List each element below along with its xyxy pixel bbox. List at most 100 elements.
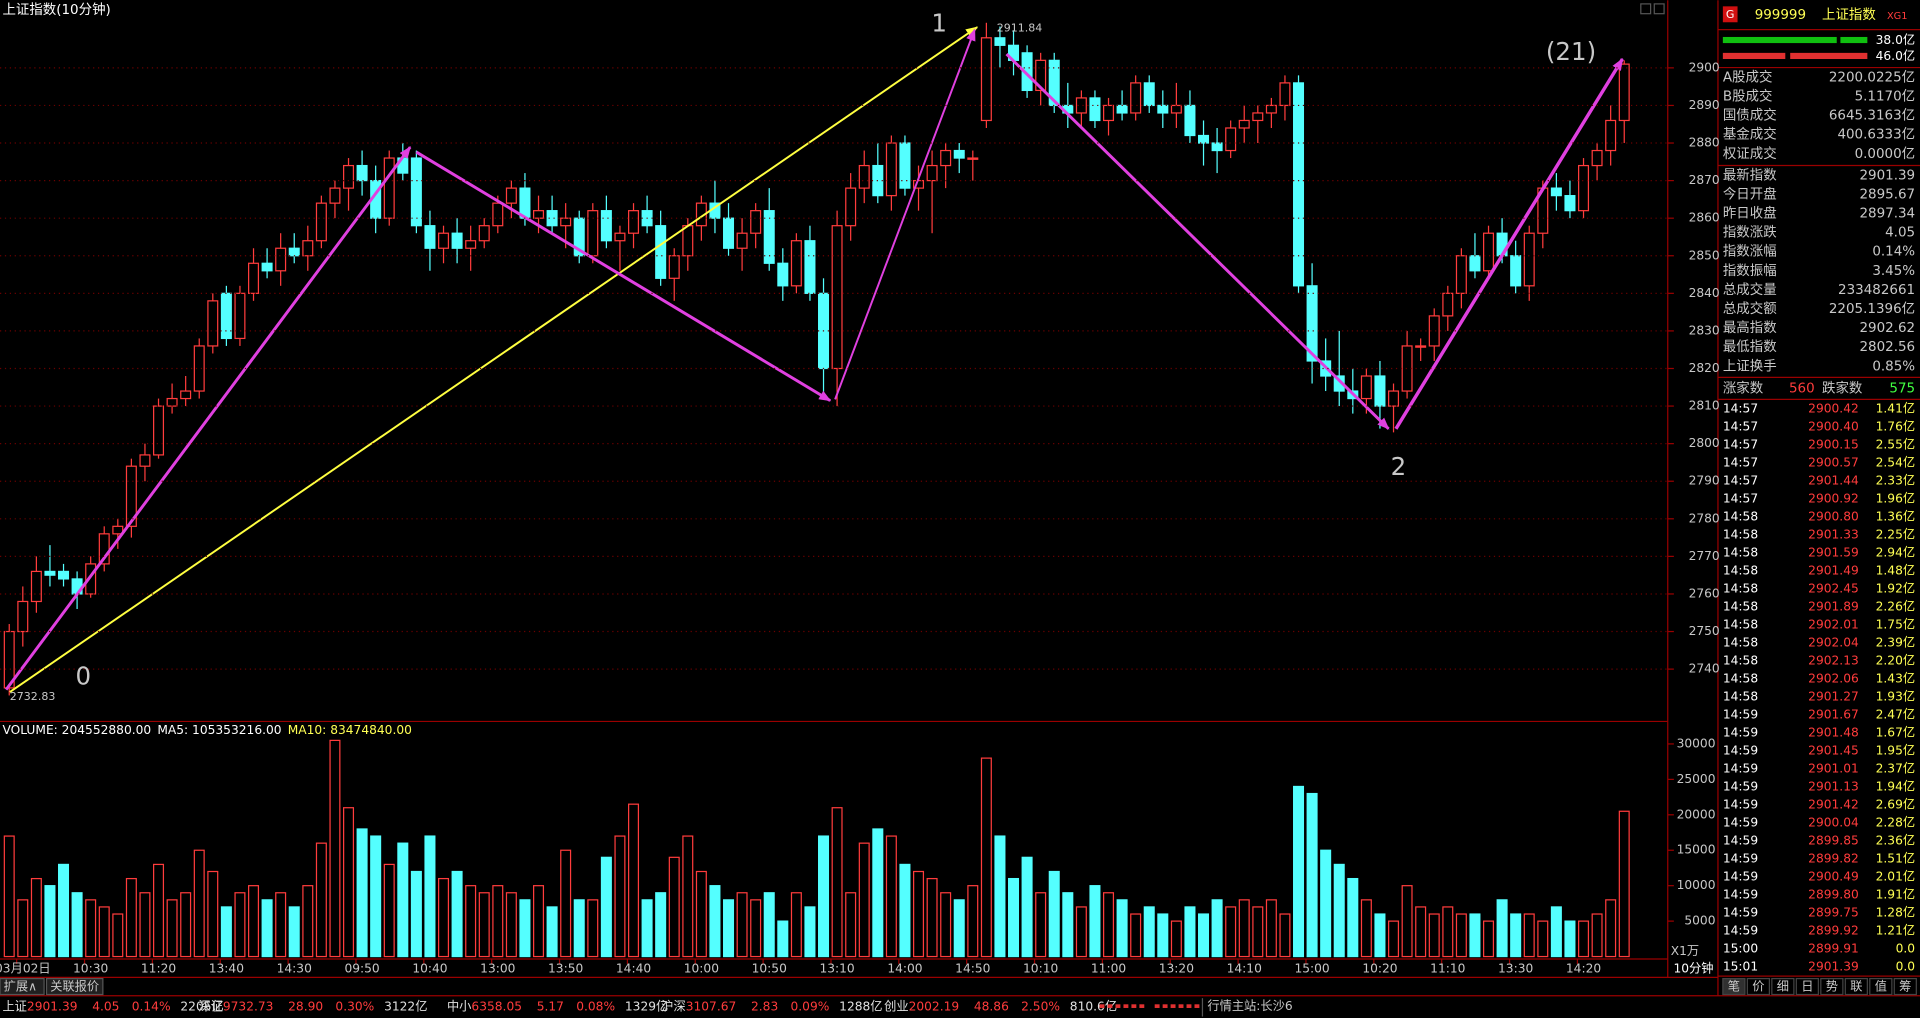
tab[interactable]	[1746, 977, 1771, 996]
x-tick-label: 11:20	[141, 961, 176, 975]
tab[interactable]	[1844, 977, 1868, 996]
volume-bar	[1198, 913, 1210, 958]
x-tick-label: 10:20	[1362, 961, 1397, 975]
volume-bar	[682, 835, 694, 958]
candle-body	[1035, 59, 1047, 92]
button-label[interactable]: 关联报价	[50, 979, 99, 994]
stat-label: 指数涨跌	[1723, 225, 1777, 241]
volume-bar	[1075, 906, 1087, 958]
volume-bar	[1103, 892, 1115, 958]
volume-bar	[953, 899, 965, 958]
tab[interactable]	[1893, 977, 1917, 996]
volume-bar	[1225, 906, 1237, 958]
button[interactable]	[0, 977, 45, 996]
tick-volume: 0.0	[1896, 960, 1915, 974]
server: 行情主站:长沙6	[1207, 999, 1293, 1013]
candle-body	[1130, 82, 1142, 114]
bar	[1840, 36, 1868, 44]
tab[interactable]	[1869, 977, 1893, 996]
volume-bar	[655, 892, 667, 958]
volume-bar	[207, 870, 219, 958]
volume-bar	[261, 899, 273, 958]
volume-bar	[1265, 899, 1277, 958]
tab[interactable]	[1722, 977, 1746, 996]
tab-label[interactable]: 日	[1801, 980, 1813, 994]
volume-bar	[492, 885, 504, 958]
stat-value: 2802.56	[1859, 340, 1915, 355]
button-label[interactable]: 扩展∧	[4, 980, 37, 994]
volume-bar	[533, 885, 545, 958]
candle-body	[1225, 127, 1237, 152]
tab-label[interactable]: 笔	[1728, 979, 1740, 994]
volume-bar	[790, 892, 802, 958]
tab-label[interactable]: 筹	[1899, 980, 1911, 994]
tick-time: 14:58	[1723, 690, 1758, 704]
candle-body	[573, 217, 585, 257]
volume-bar	[1415, 906, 1427, 958]
candle-body	[587, 210, 599, 257]
tab-label[interactable]: 细	[1777, 980, 1789, 994]
x-tick-label: 14:40	[616, 961, 651, 975]
code: 999999	[1755, 8, 1806, 23]
index-name: 沪深	[661, 999, 685, 1013]
volume-bar	[1021, 856, 1033, 958]
volume-bar	[1455, 913, 1467, 958]
index-quote: 上证2901.39 4.05 0.14% 2205亿	[2, 998, 223, 1013]
tick-price: 2901.45	[1808, 744, 1859, 758]
breadth-value: 575	[1889, 381, 1915, 396]
tab-label[interactable]: 联	[1850, 980, 1862, 994]
index-quote: 中小6358.05 5.17 0.08% 1329亿	[447, 998, 668, 1013]
tick-time: 14:59	[1723, 852, 1758, 866]
tab[interactable]	[1795, 977, 1819, 996]
y-tick-label: 2770	[1689, 549, 1720, 563]
index-pct: 2.50%	[1021, 999, 1060, 1013]
index-amount: 1329亿	[625, 998, 668, 1013]
button[interactable]	[45, 977, 104, 996]
candle-body	[58, 570, 70, 580]
frame	[0, 0, 1920, 997]
volume-bar	[1564, 920, 1576, 958]
volume-bar	[1333, 863, 1345, 958]
tick-volume: 2.36亿	[1876, 833, 1915, 848]
window-icon[interactable]	[1640, 3, 1652, 15]
volume-bar	[573, 899, 585, 958]
volume-bar	[628, 803, 640, 958]
candle-body	[980, 37, 992, 122]
y-tick-label: 2890	[1689, 98, 1720, 112]
candle-body	[302, 240, 314, 257]
candle-body	[967, 157, 979, 160]
volume-bar	[1252, 906, 1264, 958]
candle-body	[1021, 52, 1033, 92]
tab-label[interactable]: 值	[1875, 979, 1887, 994]
volume-bar	[1496, 899, 1508, 958]
candle-body	[275, 247, 287, 272]
tab[interactable]	[1820, 977, 1844, 996]
tab-label[interactable]: 价	[1752, 980, 1764, 994]
tab-label[interactable]: 势	[1826, 980, 1838, 994]
volume-bar	[3, 835, 15, 958]
candle-body	[451, 232, 463, 249]
index-change: 5.17	[537, 999, 564, 1013]
y2-tick-label: 5000	[1684, 914, 1715, 928]
candle-body	[1455, 255, 1467, 294]
tick-volume: 2.25亿	[1876, 527, 1915, 542]
volume-bar	[777, 920, 789, 958]
y-tick-label: 2780	[1689, 511, 1720, 525]
volume-header-item: MA5: 105353216.00	[157, 723, 281, 737]
index-pct: 0.08%	[576, 999, 615, 1013]
volume-bar	[153, 863, 165, 958]
y-tick-label: 2870	[1689, 173, 1720, 187]
candle-body	[777, 262, 789, 287]
tab[interactable]	[1771, 977, 1795, 996]
annotation: 2732.83	[10, 690, 56, 703]
tick-time: 14:58	[1723, 618, 1758, 632]
stat-label: 最高指数	[1723, 319, 1777, 336]
y2-tick-label: 10000	[1677, 878, 1716, 892]
tick-price: 2900.57	[1808, 456, 1859, 470]
tick-volume: 1.92亿	[1876, 581, 1915, 596]
window-icon[interactable]	[1653, 3, 1665, 15]
x-tick-label: 11:00	[1091, 961, 1126, 975]
candle-body	[885, 142, 897, 197]
candle-body	[763, 210, 775, 264]
stat-value: 2895.67	[1859, 187, 1915, 202]
